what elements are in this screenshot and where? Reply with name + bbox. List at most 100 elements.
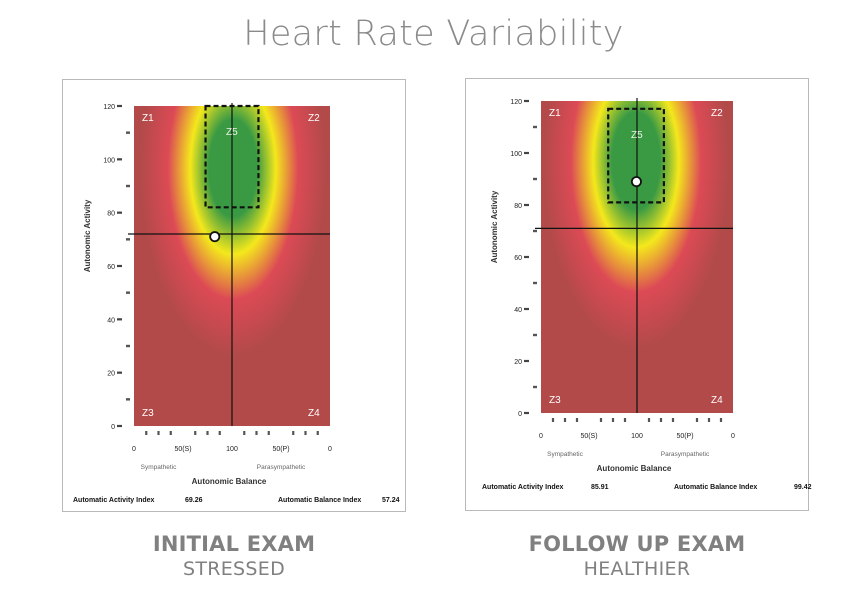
x-tick-minor [243,431,246,435]
y-tick [117,264,122,268]
x-axis-title: Autonomic Balance [192,477,267,486]
caption-heading: FOLLOW UP EXAM [528,532,746,556]
y-tick-label: 80 [107,211,115,218]
balance-index-label: Automatic Balance Index [674,484,758,491]
x-tick-minor [671,418,675,422]
y-tick-minor [126,398,130,401]
activity-index-value: 85.91 [591,484,609,491]
y-tick-label: 80 [514,203,522,210]
data-point [630,176,642,188]
activity-index-label: Automatic Activity Index [482,484,564,491]
y-tick-label: 20 [514,359,522,366]
zone-label-z4: Z4 [711,395,723,406]
x-tick-minor [194,431,197,435]
hrv-chart-follow-up: Z1 Z2 Z3 Z4 Z5 0 20 40 60 80 100 120 0 50(S) 100 50(P) 0… [490,98,735,473]
y-tick-minor [126,131,130,134]
y-tick-label: 60 [107,264,115,271]
y-axis-title: Autonomic Activity [83,199,92,272]
x-tick-label: 50(S) [580,433,597,440]
y-tick-minor [126,238,130,241]
x-tick-minor [169,431,172,435]
caption-follow-up: FOLLOW UP EXAM HEALTHIER [465,532,809,580]
x-axis-title: Autonomic Balance [597,464,672,473]
data-point [209,231,221,243]
x-tick-label: 100 [631,433,643,440]
x-tick-minor [304,431,307,435]
balance-index-label: Automatic Balance Index [278,497,362,504]
sympathetic-label: Sympathetic [141,464,178,471]
y-tick [117,424,122,428]
zone-label-z5: Z5 [226,127,238,138]
parasympathetic-label: Parasympathetic [257,464,306,471]
x-tick-minor [292,431,295,435]
zone-label-z4: Z4 [308,408,320,419]
zone-label-z2: Z2 [711,108,723,119]
y-tick [117,318,122,321]
y-tick-label: 40 [107,317,115,324]
y-tick [524,255,529,259]
activity-index-value: 69.26 [185,497,203,504]
zone-label-z5: Z5 [631,130,643,141]
x-tick-minor [695,418,699,422]
chart-panel-initial: Z1 Z2 Z3 Z4 Z5 0 20 40 60 80 100 120 0 50(S) 100 50(P) 0… [62,79,406,512]
y-tick [524,203,529,207]
x-tick-label: 0 [328,446,332,453]
x-tick-minor [647,418,651,422]
x-tick-minor [551,418,555,422]
x-tick-label: 50(S) [174,446,191,453]
x-tick-minor [255,431,258,435]
x-tick-label: 100 [226,446,238,453]
y-axis-title: Autonomic Activity [490,190,499,263]
chart-panel-follow-up: Z1 Z2 Z3 Z4 Z5 0 20 40 60 80 100 120 0 50(S) 100 50(P) 0… [465,78,812,511]
y-tick-minor [126,344,130,348]
y-tick-minor [533,177,537,181]
y-tick-minor [533,333,537,337]
y-tick [524,307,529,311]
y-tick-label: 100 [510,151,522,158]
parasympathetic-label: Parasympathetic [661,451,710,458]
x-tick-minor [707,418,711,422]
y-tick-label: 0 [111,424,115,431]
y-tick [117,371,122,374]
x-tick-minor [623,418,627,422]
y-tick-label: 120 [103,104,115,111]
x-tick-minor [659,418,663,422]
zone-label-z3: Z3 [549,395,561,406]
y-tick-minor [533,125,537,129]
x-tick-label: 50(P) [272,446,289,453]
x-tick-label: 0 [539,433,543,440]
y-tick [117,104,122,108]
x-tick-minor [611,418,615,422]
x-tick-label: 0 [731,433,735,440]
y-tick-label: 0 [518,411,522,418]
y-tick-label: 40 [514,307,522,314]
y-tick-label: 100 [103,157,115,164]
balance-index-value: 99.42 [794,484,812,491]
y-tick-label: 20 [107,371,115,378]
y-tick-minor [126,184,130,188]
y-tick [117,158,122,161]
x-tick-minor [719,418,723,422]
x-tick-minor [145,431,148,435]
x-tick-minor [575,418,579,422]
y-tick [524,99,529,103]
y-tick-minor [533,281,537,285]
x-tick-minor [316,431,319,435]
x-tick-minor [206,431,209,435]
y-tick [524,411,529,415]
y-tick [117,211,122,214]
y-tick-minor [533,385,537,389]
caption-subheading: STRESSED [182,558,286,580]
x-tick-minor [157,431,160,435]
x-tick-label: 0 [132,446,136,453]
y-tick [524,151,529,155]
y-tick-minor [126,291,130,294]
zone-label-z3: Z3 [142,408,154,419]
zone-label-z1: Z1 [142,113,154,124]
x-tick-minor [218,431,221,435]
page-title: Heart Rate Variability [243,14,624,54]
y-tick [524,359,529,363]
balance-index-value: 57.24 [382,497,400,504]
y-tick-label: 60 [514,255,522,262]
x-tick-minor [267,431,270,435]
